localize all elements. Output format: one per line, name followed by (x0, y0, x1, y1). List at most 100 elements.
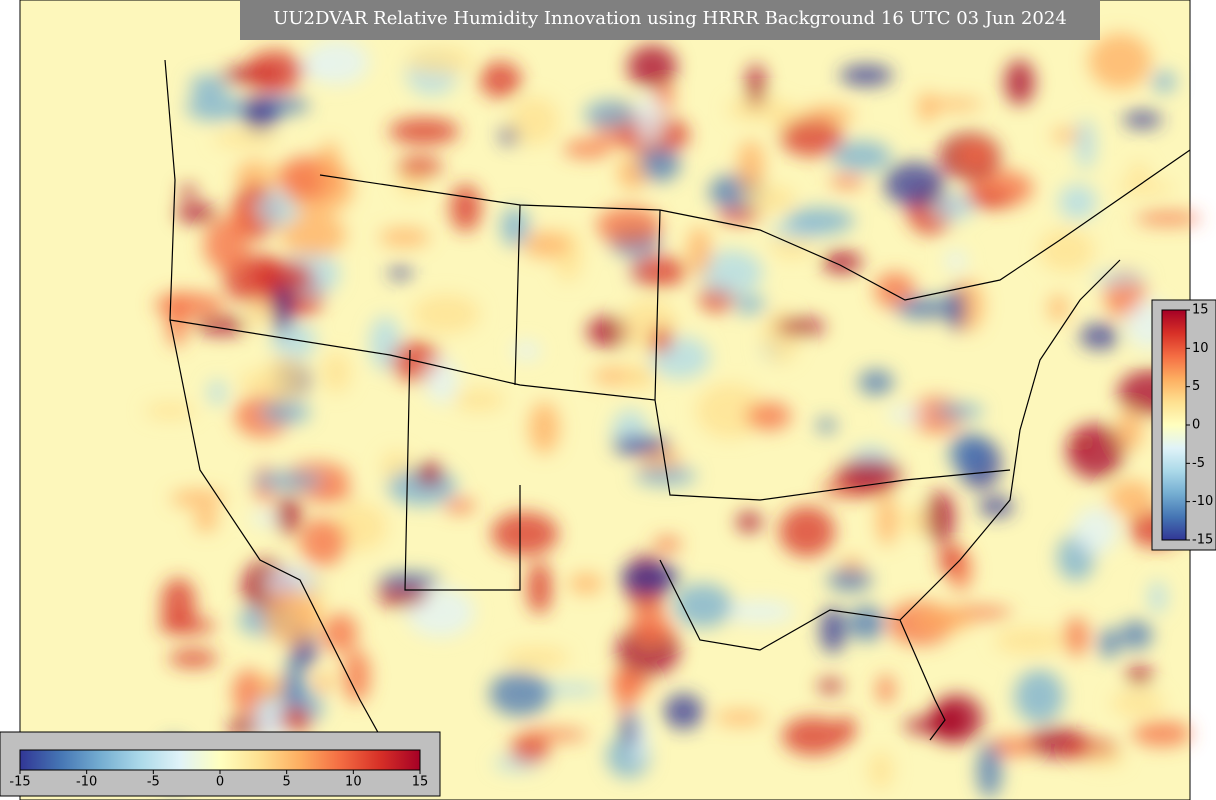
tick-label: 5 (1192, 379, 1200, 394)
field-blob (509, 735, 550, 764)
field-blob (1108, 480, 1156, 518)
field-blob (1122, 111, 1163, 129)
field-blob (1079, 323, 1120, 350)
field-blob (526, 561, 553, 615)
field-blob (775, 317, 826, 336)
field-blob (827, 569, 873, 592)
field-blob (583, 99, 637, 129)
field-blob (259, 401, 311, 424)
field-blob (663, 693, 704, 730)
field-blob (621, 365, 658, 389)
tick-label: -10 (76, 775, 97, 790)
field-blob (1004, 59, 1035, 106)
tick-label: -15 (9, 775, 30, 790)
field-blob (945, 250, 967, 272)
field-blob (522, 231, 570, 259)
colorbar (19, 749, 421, 771)
tick-label: -10 (1192, 494, 1213, 509)
field-blob (687, 226, 712, 278)
field-blob (500, 207, 530, 247)
field-blob (736, 511, 762, 533)
tick-label: -5 (147, 775, 160, 790)
tick-label: 5 (283, 775, 291, 790)
field-blob (278, 706, 312, 733)
field-blob (342, 649, 371, 703)
field-blob (1119, 620, 1153, 650)
field-blob (620, 562, 680, 593)
field-blob (242, 96, 279, 132)
field-blob (876, 494, 898, 546)
field-blob (782, 716, 845, 756)
boundaries (164, 59, 1191, 791)
field-blob (976, 742, 1002, 799)
field-blob (1076, 118, 1096, 170)
field-blob (232, 669, 265, 716)
field-blob (388, 118, 460, 145)
field-blob (633, 96, 663, 144)
tick-label: 10 (1192, 341, 1209, 356)
field-blob (160, 578, 196, 631)
field-blob (185, 93, 247, 122)
field-blob (272, 284, 292, 336)
field-blob (314, 672, 332, 694)
field-blob (305, 39, 369, 85)
field-blob (954, 140, 996, 170)
field-blob (247, 300, 272, 328)
field-blob (612, 436, 670, 456)
field-blob (280, 213, 346, 257)
field-blob (1048, 294, 1068, 322)
field-blob (886, 406, 927, 422)
field-blob (935, 403, 984, 420)
field-blob (397, 157, 443, 178)
field-blob (248, 260, 314, 292)
field-blob (208, 379, 227, 406)
field-blob (621, 709, 638, 748)
field-blob (839, 64, 894, 86)
field-blob (510, 96, 559, 145)
field-blob (830, 174, 864, 188)
field-blob (264, 355, 305, 402)
field-blob (745, 401, 792, 431)
field-blob (586, 316, 633, 347)
tick-label: -5 (1192, 456, 1205, 471)
field-blob (322, 613, 358, 653)
field-blob (978, 496, 1014, 518)
field-blob (1111, 690, 1166, 716)
field-blob (1152, 71, 1177, 93)
field-blob (778, 506, 835, 557)
field-blob (443, 498, 476, 514)
field-blob (144, 402, 196, 419)
field-blob (895, 296, 956, 320)
field-blob (650, 326, 672, 354)
field-blob (491, 511, 559, 556)
field-blob (257, 675, 285, 703)
field-blob (176, 203, 217, 223)
field-blob (282, 660, 305, 711)
field-blob (830, 140, 892, 172)
field-blob (412, 294, 480, 334)
tick-label: 15 (1192, 303, 1209, 318)
field-blob (378, 572, 442, 589)
field-blob (631, 599, 668, 646)
field-blob (453, 388, 505, 412)
field-blob (836, 459, 902, 490)
field-blob (1114, 181, 1175, 195)
field-blob (743, 185, 796, 213)
field-blob (449, 184, 482, 232)
field-blob (528, 401, 560, 454)
field-blob (1038, 229, 1095, 272)
field-blob (928, 702, 965, 743)
field-blob (727, 96, 791, 122)
title-box (240, 0, 1100, 40)
field-blob (858, 369, 894, 395)
field-blob (170, 489, 226, 508)
field-blob (503, 646, 570, 669)
field-blob (251, 471, 324, 491)
field-blob (154, 292, 225, 318)
field-blob (299, 518, 347, 566)
field-blob (785, 207, 855, 235)
field-blob (639, 147, 681, 182)
field-blob (868, 750, 893, 790)
field-blob (1132, 721, 1192, 747)
